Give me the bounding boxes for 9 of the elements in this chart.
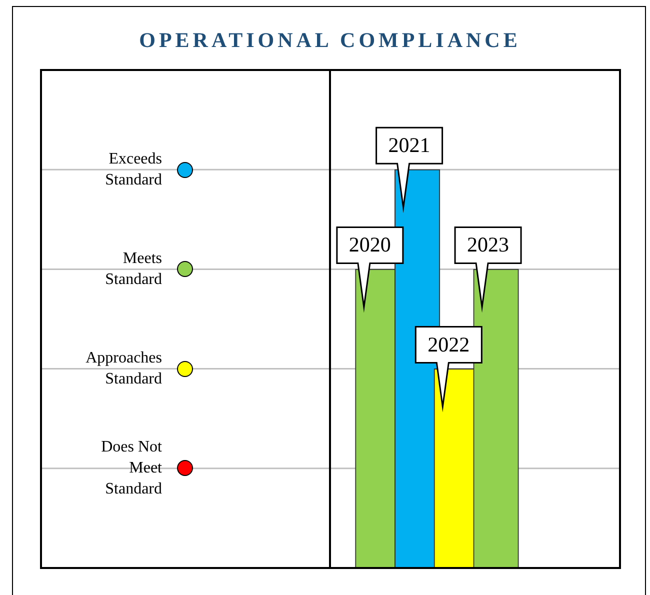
chart-title: OPERATIONAL COMPLIANCE	[138, 28, 522, 53]
x-tick-label: 2022	[428, 332, 470, 356]
x-tick-label: 2021	[388, 133, 430, 158]
ref-line-label: Approaches Standard	[86, 350, 162, 388]
ref-line-label: Does Not Meet Standard	[101, 438, 163, 498]
x-tick-label: 2020	[348, 232, 391, 257]
ref-line-label: Exceeds Standard	[105, 150, 162, 188]
ref-line-label: Meets Standard	[105, 250, 162, 288]
x-tick-label: 2023	[467, 232, 510, 257]
